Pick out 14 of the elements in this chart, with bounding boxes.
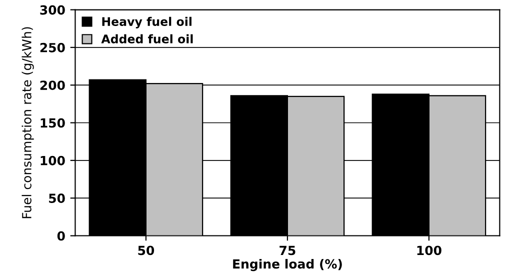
x-axis-title: Engine load (%) [233, 258, 342, 272]
y-tick-label: 150 [40, 118, 65, 128]
y-tick-label: 250 [40, 42, 65, 52]
y-axis-title: Fuel consumption rate (g/kWh) [22, 27, 34, 218]
y-tick-label: 0 [57, 231, 65, 241]
x-tick-label: 75 [280, 246, 296, 256]
legend-label: Heavy fuel oil [102, 16, 192, 28]
y-tick-label: 50 [49, 194, 65, 204]
x-tick-label: 100 [417, 246, 442, 256]
y-tick-label: 300 [40, 5, 65, 15]
y-tick-label: 100 [40, 156, 65, 166]
legend-label: Added fuel oil [101, 34, 193, 44]
y-tick-label: 200 [40, 80, 65, 90]
x-tick-label: 50 [138, 246, 154, 256]
